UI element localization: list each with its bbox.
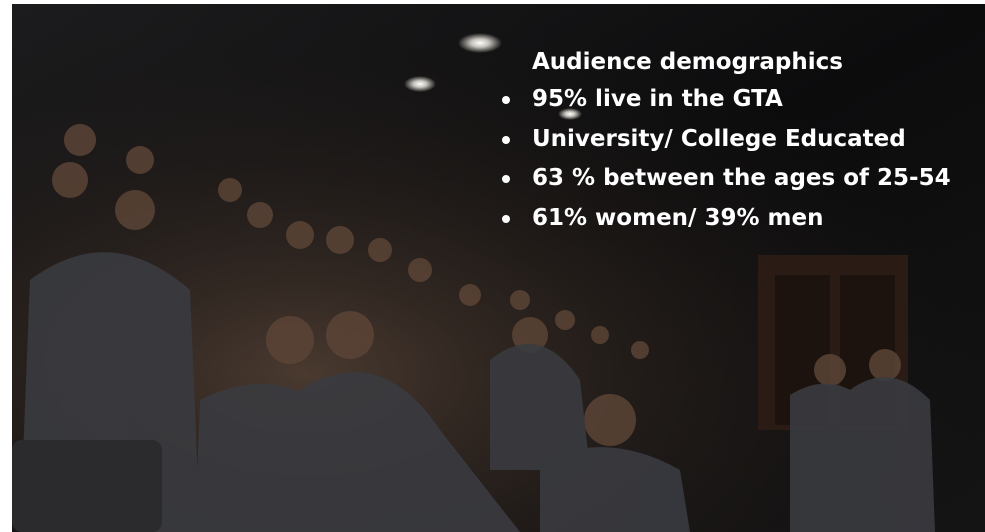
slide: Audience demographics 95% live in the GT… (0, 0, 985, 532)
bullet-item: 95% live in the GTA (498, 80, 951, 120)
demographics-text: Audience demographics 95% live in the GT… (498, 44, 951, 238)
heading: Audience demographics (532, 44, 951, 80)
bullet-item: University/ College Educated (498, 120, 951, 160)
bullet-item: 63 % between the ages of 25-54 (498, 159, 951, 199)
bullet-item: 61% women/ 39% men (498, 199, 951, 239)
